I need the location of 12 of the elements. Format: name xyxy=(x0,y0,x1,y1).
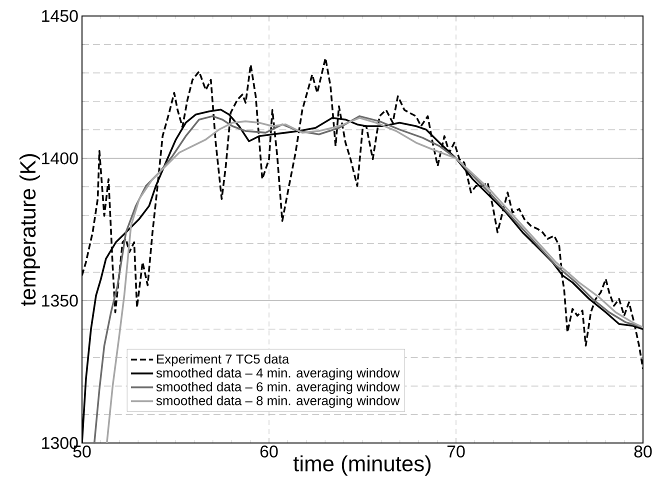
x-tick-label: 80 xyxy=(634,446,652,458)
legend-label: smoothed data – 4 min. averaging window xyxy=(156,368,400,380)
y-axis-title: temperature (K) xyxy=(20,154,40,306)
legend-label: smoothed data – 6 min. averaging window xyxy=(156,382,400,394)
x-axis-title: time (minutes) xyxy=(293,455,431,476)
x-tick-label: 60 xyxy=(260,446,278,458)
legend-label: Experiment 7 TC5 data xyxy=(157,354,290,366)
y-tick-label: 1400 xyxy=(42,152,78,164)
y-tick-label: 1350 xyxy=(42,294,78,307)
x-tick-label: 70 xyxy=(447,446,465,458)
y-tick-label: 1450 xyxy=(42,10,78,22)
legend-label: smoothed data – 8 min. averaging window xyxy=(156,396,400,408)
